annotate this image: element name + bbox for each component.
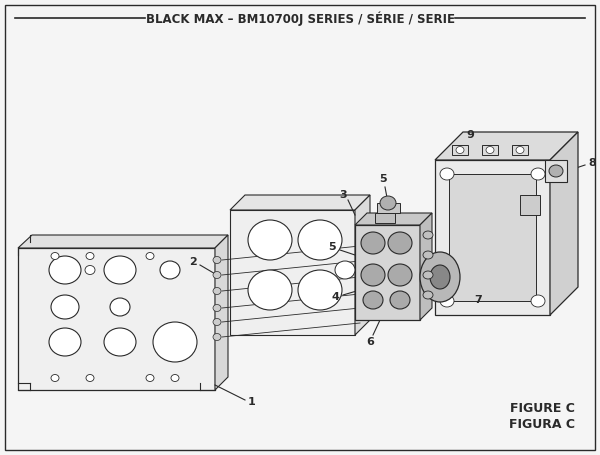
Ellipse shape bbox=[51, 253, 59, 259]
Ellipse shape bbox=[213, 272, 221, 278]
Text: FIGURE C: FIGURE C bbox=[510, 401, 575, 415]
Ellipse shape bbox=[423, 271, 433, 279]
Ellipse shape bbox=[213, 304, 221, 312]
Ellipse shape bbox=[335, 261, 355, 279]
Ellipse shape bbox=[363, 291, 383, 309]
Polygon shape bbox=[452, 145, 468, 155]
Polygon shape bbox=[18, 235, 228, 248]
Text: 9: 9 bbox=[466, 130, 474, 140]
Polygon shape bbox=[482, 145, 498, 155]
Text: 6: 6 bbox=[366, 337, 374, 347]
Ellipse shape bbox=[146, 374, 154, 381]
Ellipse shape bbox=[49, 328, 81, 356]
Polygon shape bbox=[355, 213, 432, 225]
Ellipse shape bbox=[110, 298, 130, 316]
Ellipse shape bbox=[549, 165, 563, 177]
Ellipse shape bbox=[440, 295, 454, 307]
Ellipse shape bbox=[248, 270, 292, 310]
Ellipse shape bbox=[146, 253, 154, 259]
Ellipse shape bbox=[388, 232, 412, 254]
Ellipse shape bbox=[160, 261, 180, 279]
Ellipse shape bbox=[420, 252, 460, 302]
Ellipse shape bbox=[49, 256, 81, 284]
Ellipse shape bbox=[380, 196, 396, 210]
Ellipse shape bbox=[298, 220, 342, 260]
Text: BLACK MAX – BM10700J SERIES / SÉRIE / SERIE: BLACK MAX – BM10700J SERIES / SÉRIE / SE… bbox=[146, 12, 455, 26]
Ellipse shape bbox=[486, 147, 494, 153]
Ellipse shape bbox=[516, 147, 524, 153]
Polygon shape bbox=[375, 213, 395, 223]
Bar bbox=[520, 195, 540, 215]
Text: 7: 7 bbox=[474, 295, 482, 305]
Ellipse shape bbox=[171, 374, 179, 381]
Polygon shape bbox=[215, 235, 228, 390]
Text: 5: 5 bbox=[328, 242, 336, 252]
Text: 1: 1 bbox=[248, 397, 256, 407]
Ellipse shape bbox=[86, 374, 94, 381]
Ellipse shape bbox=[361, 264, 385, 286]
Polygon shape bbox=[435, 160, 550, 315]
Ellipse shape bbox=[213, 288, 221, 294]
Ellipse shape bbox=[423, 231, 433, 239]
Ellipse shape bbox=[104, 328, 136, 356]
Polygon shape bbox=[18, 248, 215, 390]
Ellipse shape bbox=[423, 251, 433, 259]
Ellipse shape bbox=[430, 265, 450, 289]
Text: FIGURA C: FIGURA C bbox=[509, 418, 575, 430]
Ellipse shape bbox=[248, 220, 292, 260]
Polygon shape bbox=[355, 195, 370, 335]
Ellipse shape bbox=[213, 257, 221, 263]
Text: 4: 4 bbox=[331, 292, 339, 302]
Ellipse shape bbox=[440, 168, 454, 180]
Ellipse shape bbox=[85, 266, 95, 274]
Polygon shape bbox=[420, 213, 432, 320]
Ellipse shape bbox=[456, 147, 464, 153]
Ellipse shape bbox=[423, 291, 433, 299]
Ellipse shape bbox=[86, 253, 94, 259]
Text: 5: 5 bbox=[379, 174, 387, 184]
Text: 3: 3 bbox=[339, 190, 347, 200]
Text: 2: 2 bbox=[189, 257, 197, 267]
Ellipse shape bbox=[531, 295, 545, 307]
Polygon shape bbox=[230, 210, 355, 335]
Ellipse shape bbox=[104, 256, 136, 284]
Polygon shape bbox=[545, 160, 567, 182]
Ellipse shape bbox=[531, 168, 545, 180]
Ellipse shape bbox=[213, 334, 221, 340]
Ellipse shape bbox=[388, 264, 412, 286]
Polygon shape bbox=[355, 225, 420, 320]
Polygon shape bbox=[550, 132, 578, 315]
Text: 8: 8 bbox=[588, 158, 596, 168]
Ellipse shape bbox=[153, 322, 197, 362]
Ellipse shape bbox=[390, 291, 410, 309]
Polygon shape bbox=[512, 145, 528, 155]
Ellipse shape bbox=[213, 318, 221, 325]
Ellipse shape bbox=[298, 270, 342, 310]
Ellipse shape bbox=[361, 232, 385, 254]
Polygon shape bbox=[230, 195, 370, 210]
Polygon shape bbox=[449, 174, 536, 301]
Ellipse shape bbox=[51, 295, 79, 319]
Polygon shape bbox=[435, 132, 578, 160]
Ellipse shape bbox=[51, 374, 59, 381]
Polygon shape bbox=[377, 203, 400, 213]
